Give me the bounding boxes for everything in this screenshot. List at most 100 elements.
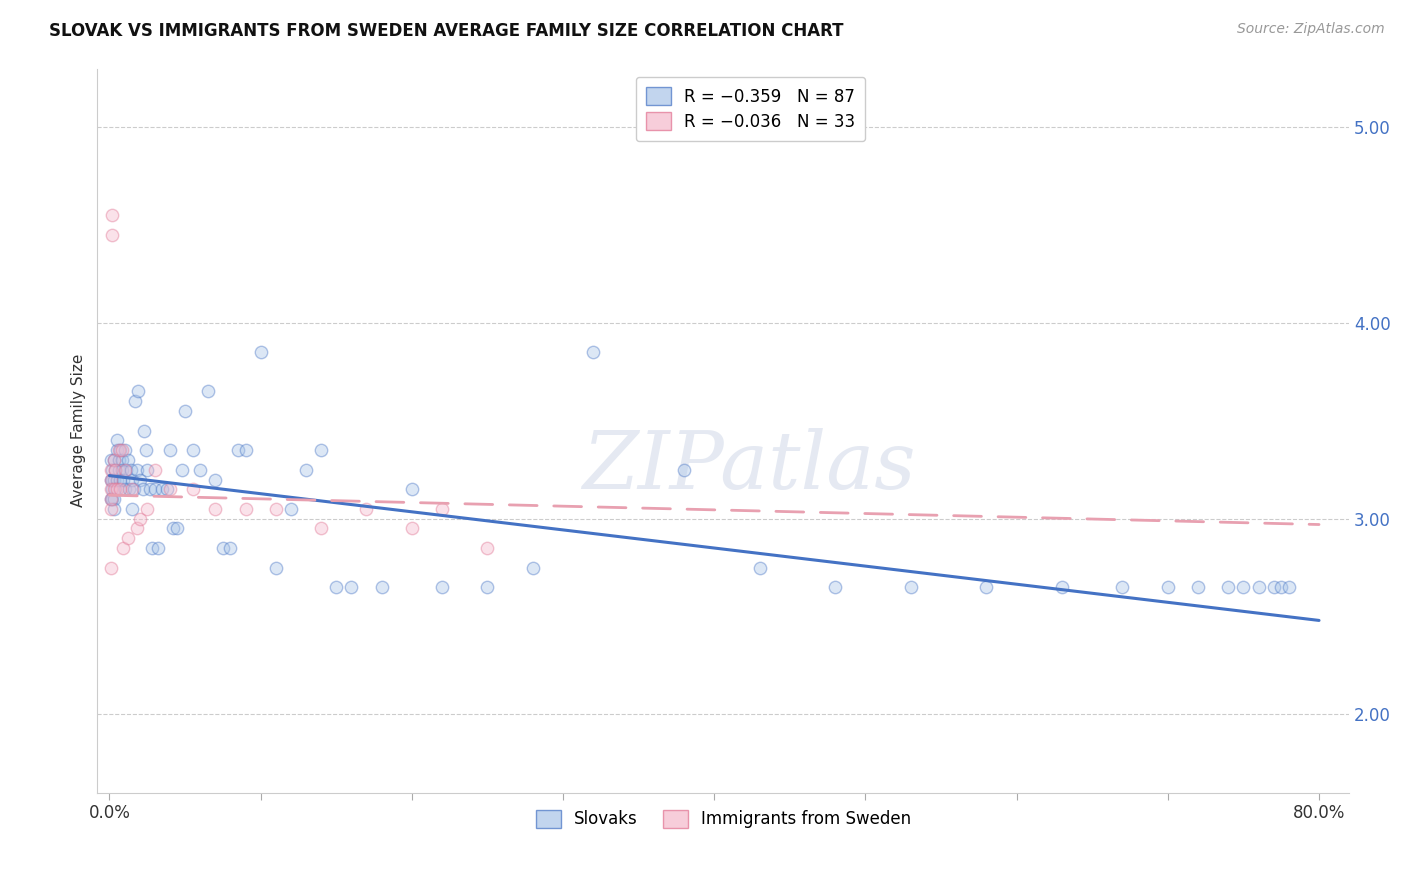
Point — [150, 483, 173, 497]
Point — [112, 541, 135, 555]
Point — [121, 501, 143, 516]
Point — [110, 463, 132, 477]
Point — [114, 463, 136, 477]
Point — [174, 404, 197, 418]
Point — [107, 463, 129, 477]
Point — [127, 384, 149, 399]
Point — [1278, 580, 1301, 594]
Point — [103, 483, 125, 497]
Point — [100, 473, 122, 487]
Point — [100, 483, 122, 497]
Point — [115, 463, 138, 477]
Point — [976, 580, 998, 594]
Point — [124, 394, 146, 409]
Point — [181, 483, 204, 497]
Point — [204, 473, 226, 487]
Point — [104, 463, 127, 477]
Point — [100, 492, 122, 507]
Point — [100, 492, 122, 507]
Point — [295, 463, 318, 477]
Point — [100, 501, 122, 516]
Point — [264, 560, 287, 574]
Point — [125, 521, 148, 535]
Point — [522, 560, 544, 574]
Point — [128, 473, 150, 487]
Point — [1050, 580, 1073, 594]
Y-axis label: Average Family Size: Average Family Size — [72, 354, 86, 508]
Point — [114, 443, 136, 458]
Point — [1247, 580, 1270, 594]
Point — [104, 483, 127, 497]
Point — [100, 560, 122, 574]
Point — [110, 443, 132, 458]
Point — [170, 463, 193, 477]
Point — [309, 443, 332, 458]
Point — [197, 384, 219, 399]
Point — [672, 463, 695, 477]
Point — [146, 541, 169, 555]
Point — [226, 443, 249, 458]
Point — [100, 463, 122, 477]
Legend: Slovaks, Immigrants from Sweden: Slovaks, Immigrants from Sweden — [529, 803, 918, 835]
Point — [101, 463, 124, 477]
Point — [103, 501, 125, 516]
Point — [1270, 580, 1292, 594]
Point — [309, 521, 332, 535]
Point — [188, 463, 211, 477]
Point — [108, 483, 131, 497]
Point — [204, 501, 226, 516]
Point — [143, 463, 166, 477]
Point — [108, 443, 131, 458]
Point — [1232, 580, 1254, 594]
Point — [101, 208, 124, 222]
Point — [122, 483, 145, 497]
Point — [104, 463, 127, 477]
Point — [370, 580, 392, 594]
Point — [401, 521, 423, 535]
Point — [101, 473, 124, 487]
Point — [356, 501, 378, 516]
Point — [900, 580, 922, 594]
Point — [135, 443, 157, 458]
Point — [136, 463, 159, 477]
Point — [112, 473, 135, 487]
Point — [166, 521, 188, 535]
Point — [249, 345, 271, 359]
Point — [211, 541, 233, 555]
Point — [280, 501, 302, 516]
Point — [110, 453, 132, 467]
Point — [128, 511, 150, 525]
Point — [1187, 580, 1209, 594]
Point — [477, 541, 499, 555]
Point — [235, 501, 257, 516]
Point — [101, 492, 124, 507]
Point — [105, 434, 128, 448]
Point — [103, 473, 125, 487]
Point — [162, 521, 184, 535]
Point — [1263, 580, 1285, 594]
Point — [582, 345, 605, 359]
Point — [159, 483, 181, 497]
Point — [340, 580, 363, 594]
Point — [139, 483, 162, 497]
Point — [143, 483, 166, 497]
Point — [748, 560, 770, 574]
Point — [477, 580, 499, 594]
Point — [156, 483, 179, 497]
Point — [1218, 580, 1240, 594]
Point — [1157, 580, 1180, 594]
Point — [136, 501, 159, 516]
Text: Source: ZipAtlas.com: Source: ZipAtlas.com — [1237, 22, 1385, 37]
Point — [430, 501, 453, 516]
Point — [121, 473, 143, 487]
Point — [103, 453, 125, 467]
Point — [125, 463, 148, 477]
Point — [107, 443, 129, 458]
Point — [108, 473, 131, 487]
Point — [120, 463, 142, 477]
Point — [235, 443, 257, 458]
Point — [824, 580, 846, 594]
Point — [107, 453, 129, 467]
Point — [1111, 580, 1133, 594]
Point — [219, 541, 242, 555]
